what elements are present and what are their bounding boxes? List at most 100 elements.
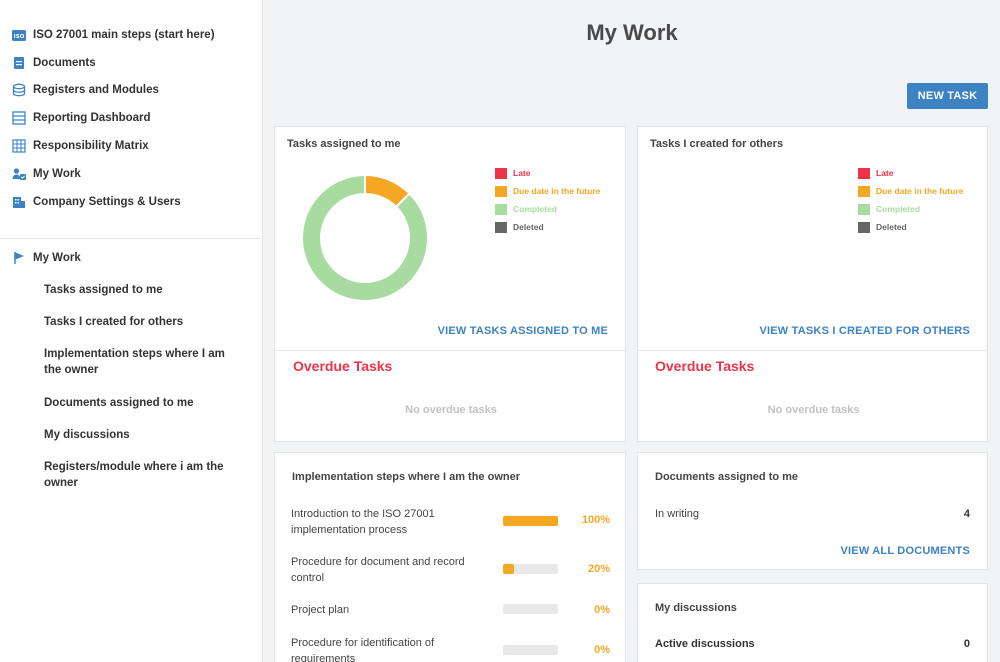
legend-swatch (495, 221, 507, 233)
active-discussions-label: Active discussions (655, 638, 755, 650)
legend-future: Due date in the future (495, 182, 600, 200)
building-icon (11, 194, 27, 210)
step-label: Introduction to the ISO 27001 implementa… (291, 508, 435, 536)
no-overdue-text: No overdue tasks (767, 404, 860, 416)
sidebar-divider (0, 238, 263, 239)
nav-label: Responsibility Matrix (33, 140, 149, 152)
legend-late: Late (858, 164, 963, 182)
progress-bar (503, 516, 558, 526)
view-tasks-created-link[interactable]: VIEW TASKS I CREATED FOR OTHERS (759, 325, 970, 337)
legend-label: Due date in the future (876, 186, 964, 196)
overdue-title: Overdue Tasks (293, 358, 393, 374)
progress-percent: 0% (594, 644, 610, 656)
legend: Late Due date in the future Completed De… (858, 164, 963, 236)
slice-completed[interactable] (301, 173, 429, 302)
card-title: Documents assigned to me (655, 471, 799, 483)
sidebar: ISO ISO 27001 main steps (start here) Do… (0, 0, 263, 662)
legend-swatch (858, 167, 870, 179)
flag-icon (11, 250, 27, 266)
card-separator (275, 350, 625, 351)
list-icon (11, 110, 27, 126)
sub-discussions[interactable]: My discussions (44, 429, 130, 441)
grid-icon (11, 138, 27, 154)
nav-my-work[interactable]: My Work (11, 165, 81, 183)
legend-future: Due date in the future (858, 182, 963, 200)
view-tasks-assigned-link[interactable]: VIEW TASKS ASSIGNED TO ME (437, 325, 608, 337)
legend-swatch (858, 203, 870, 215)
sub-registers-owner[interactable]: Registers/module where i am the owner (44, 461, 224, 489)
implementation-steps-card: Implementation steps where I am the owne… (274, 452, 626, 662)
card-title: Tasks assigned to me (287, 138, 401, 150)
legend-swatch (495, 185, 507, 197)
progress-bar (503, 645, 558, 655)
nav-label: Company Settings & Users (33, 196, 181, 208)
progress-percent: 100% (581, 514, 610, 526)
nav-iso-steps[interactable]: ISO ISO 27001 main steps (start here) (11, 26, 215, 44)
documents-status-count: 4 (963, 508, 970, 520)
legend-swatch (858, 221, 870, 233)
progress-fill (503, 564, 514, 574)
nav-reporting[interactable]: Reporting Dashboard (11, 109, 151, 127)
nav-responsibility[interactable]: Responsibility Matrix (11, 137, 149, 155)
tasks-assigned-card: Tasks assigned to me Late Due date in th… (274, 126, 626, 442)
section-label: My Work (33, 252, 81, 264)
legend-label: Completed (876, 204, 920, 214)
card-title: Tasks I created for others (650, 138, 784, 150)
sub-tasks-assigned[interactable]: Tasks assigned to me (44, 284, 163, 296)
nav-label: Reporting Dashboard (33, 112, 151, 124)
legend-deleted: Deleted (495, 218, 600, 236)
page-title: My Work (586, 20, 678, 45)
legend-label: Late (876, 168, 894, 178)
legend-label: Deleted (513, 222, 544, 232)
progress-bar (503, 564, 558, 574)
legend-completed: Completed (858, 200, 963, 218)
new-task-button[interactable]: NEW TASK (907, 83, 988, 109)
active-discussions-count: 0 (963, 638, 970, 650)
legend-late: Late (495, 164, 600, 182)
nav-label: ISO 27001 main steps (start here) (33, 29, 215, 41)
nav-label: My Work (33, 168, 81, 180)
sub-implementation-steps[interactable]: Implementation steps where I am the owne… (44, 348, 225, 376)
documents-card: Documents assigned to me In writing 4 VI… (637, 452, 988, 570)
legend-label: Late (513, 168, 531, 178)
nav-registers[interactable]: Registers and Modules (11, 81, 159, 99)
card-separator (638, 350, 987, 351)
document-icon (11, 55, 27, 71)
progress-bar (503, 604, 558, 614)
legend-completed: Completed (495, 200, 600, 218)
section-my-work[interactable]: My Work (11, 249, 81, 267)
step-label: Project plan (291, 604, 350, 616)
legend-label: Deleted (876, 222, 907, 232)
nav-label: Documents (33, 57, 96, 69)
nav-documents[interactable]: Documents (11, 54, 96, 72)
legend-swatch (858, 185, 870, 197)
iso-badge-icon: ISO (11, 27, 27, 43)
nav-label: Registers and Modules (33, 84, 159, 96)
overdue-title: Overdue Tasks (655, 358, 755, 374)
iso-badge-text: ISO (14, 34, 25, 40)
sub-tasks-created[interactable]: Tasks I created for others (44, 316, 184, 328)
tasks-donut-chart (301, 173, 429, 302)
progress-fill (503, 516, 558, 526)
legend-label: Completed (513, 204, 557, 214)
legend-deleted: Deleted (858, 218, 963, 236)
documents-status-label: In writing (655, 508, 700, 520)
legend-swatch (495, 167, 507, 179)
view-all-documents-link[interactable]: VIEW ALL DOCUMENTS (840, 545, 970, 557)
card-title: Implementation steps where I am the owne… (292, 471, 520, 483)
step-label: Procedure for document and record contro… (291, 556, 465, 584)
no-overdue-text: No overdue tasks (405, 404, 497, 416)
legend-label: Due date in the future (513, 186, 601, 196)
user-check-icon (11, 166, 27, 182)
sub-documents-assigned[interactable]: Documents assigned to me (44, 397, 194, 409)
nav-company-settings[interactable]: Company Settings & Users (11, 193, 181, 211)
step-label: Procedure for identification of requirem… (291, 637, 435, 662)
card-title: My discussions (655, 602, 737, 614)
legend-swatch (495, 203, 507, 215)
progress-percent: 20% (587, 563, 610, 575)
progress-percent: 0% (594, 604, 610, 616)
discussions-card: My discussions Active discussions 0 (637, 583, 988, 662)
legend: Late Due date in the future Completed De… (495, 164, 600, 236)
database-icon (11, 82, 27, 98)
tasks-created-card: Tasks I created for others Late Due date… (637, 126, 988, 442)
